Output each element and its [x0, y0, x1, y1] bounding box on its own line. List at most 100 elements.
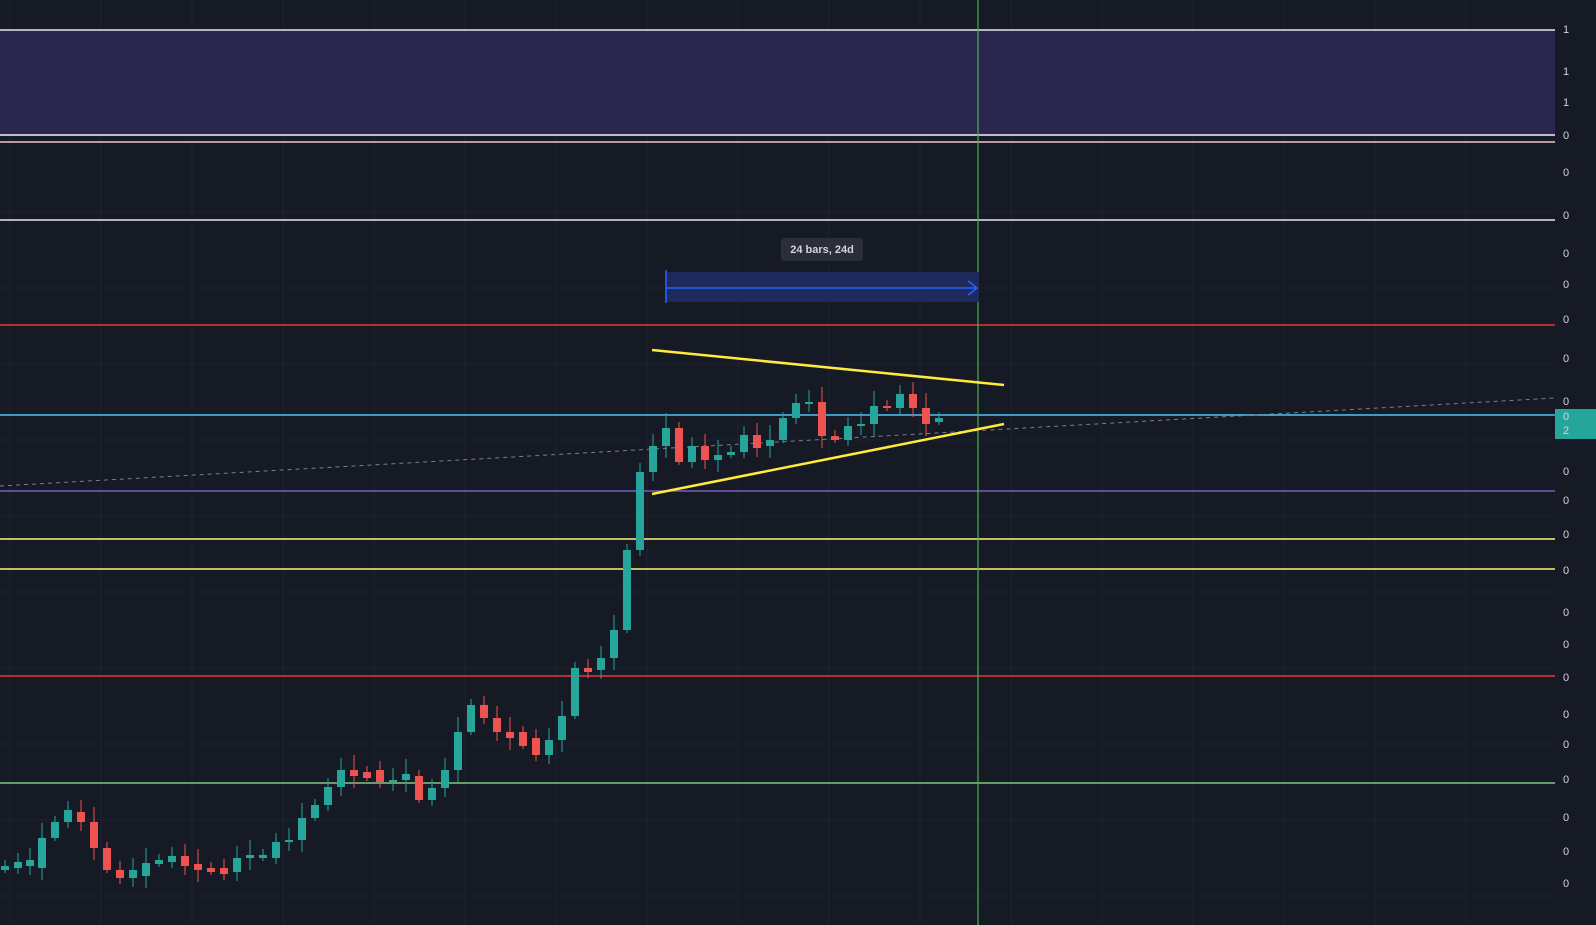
candle-body — [545, 740, 553, 755]
candle-body — [896, 394, 904, 408]
candle-body — [64, 810, 72, 822]
price-axis-label: 1 — [1563, 24, 1569, 36]
candle-body — [532, 738, 540, 755]
measure-arrowhead — [967, 280, 979, 296]
price-axis-label: 0 — [1563, 846, 1569, 858]
candle-body — [805, 402, 813, 404]
candle-body — [818, 402, 826, 436]
candle-body — [584, 668, 592, 672]
candle-body — [207, 868, 215, 872]
candle-body — [662, 428, 670, 446]
candle-body — [1, 866, 9, 870]
candle-body — [142, 863, 150, 876]
triangle-upper — [651, 348, 1005, 387]
candle-body — [493, 718, 501, 732]
price-axis-label: 0 — [1563, 639, 1569, 651]
candle-body — [597, 658, 605, 670]
price-axis-label: 0 — [1563, 709, 1569, 721]
horizontal-lines — [0, 29, 1555, 784]
price-axis-label: 0 — [1563, 466, 1569, 478]
candle-body — [298, 818, 306, 840]
candle-body — [870, 406, 878, 424]
candle-body — [129, 870, 137, 878]
candle-body — [246, 855, 254, 858]
candle-body — [259, 855, 267, 858]
candle-body — [389, 780, 397, 782]
measure-label-box — [781, 238, 863, 261]
price-axis-label: 1 — [1563, 66, 1569, 78]
price-axis-label: 0 — [1563, 774, 1569, 786]
candle-body — [636, 472, 644, 550]
price-axis-label: 0 — [1563, 210, 1569, 222]
candle-body — [51, 822, 59, 838]
price-axis-label: 0 — [1563, 314, 1569, 326]
candle-body — [922, 408, 930, 424]
candle-body — [181, 856, 189, 866]
candle-body — [844, 426, 852, 440]
candle-body — [766, 440, 774, 446]
zone-band — [0, 30, 1555, 135]
price-axis-label: 0 — [1563, 248, 1569, 260]
measure-label: 24 bars, 24d — [790, 244, 854, 256]
candle-body — [857, 424, 865, 426]
candle-body — [194, 864, 202, 870]
price-tag — [1555, 409, 1596, 439]
candle-body — [337, 770, 345, 787]
candle-body — [779, 418, 787, 440]
price-axis-label: 0 — [1563, 167, 1569, 179]
candle-body — [467, 705, 475, 732]
trend-dashed — [0, 397, 1556, 487]
price-axis-label: 0 — [1563, 279, 1569, 291]
candle-body — [519, 732, 527, 746]
price-axis-label: 1 — [1563, 97, 1569, 109]
candle-body — [415, 776, 423, 800]
candle-body — [14, 862, 22, 868]
candle-body — [77, 812, 85, 822]
price-axis — [1555, 0, 1596, 925]
price-axis-label: 0 — [1563, 812, 1569, 824]
price-axis-label: 0 — [1563, 565, 1569, 577]
candle-body — [558, 716, 566, 740]
triangle-lower — [651, 422, 1005, 496]
candle-body — [285, 840, 293, 842]
price-axis-label: 0 — [1563, 353, 1569, 365]
price-axis-label: 0 — [1563, 529, 1569, 541]
candle-body — [168, 856, 176, 862]
candle-body — [935, 418, 943, 422]
candle-body — [649, 446, 657, 472]
candle-body — [480, 705, 488, 718]
price-axis-label: 0 — [1563, 739, 1569, 751]
candle-body — [909, 394, 917, 408]
candle-body — [701, 446, 709, 460]
candle-body — [376, 770, 384, 782]
price-axis-label: 0 — [1563, 878, 1569, 890]
candle-body — [350, 770, 358, 776]
price-axis-label: 0 — [1563, 495, 1569, 507]
candle-body — [675, 428, 683, 462]
candle-body — [103, 848, 111, 870]
price-tag-line: 2 — [1563, 425, 1569, 437]
candle-body — [623, 550, 631, 630]
price-axis-label: 0 — [1563, 396, 1569, 408]
candle-body — [428, 788, 436, 800]
measure-box — [665, 272, 979, 302]
candle-body — [155, 860, 163, 864]
candle-body — [272, 842, 280, 858]
price-tag-line: 0 — [1563, 411, 1569, 423]
candle-body — [610, 630, 618, 658]
candle-body — [571, 668, 579, 716]
candle-body — [220, 868, 228, 874]
candle-body — [883, 406, 891, 408]
price-axis-label: 0 — [1563, 672, 1569, 684]
candle-body — [90, 822, 98, 848]
candle-body — [402, 774, 410, 780]
candle-body — [116, 870, 124, 878]
candle-body — [740, 435, 748, 452]
candle-body — [26, 860, 34, 866]
candle-body — [324, 787, 332, 805]
candle-body — [311, 805, 319, 818]
price-axis-labels: 1 1 1 0 0 0 0 0 0 0 0 0 0 0 0 0 0 0 0 0 0 0 0 0 — [1563, 24, 1569, 890]
candle-body — [753, 435, 761, 448]
